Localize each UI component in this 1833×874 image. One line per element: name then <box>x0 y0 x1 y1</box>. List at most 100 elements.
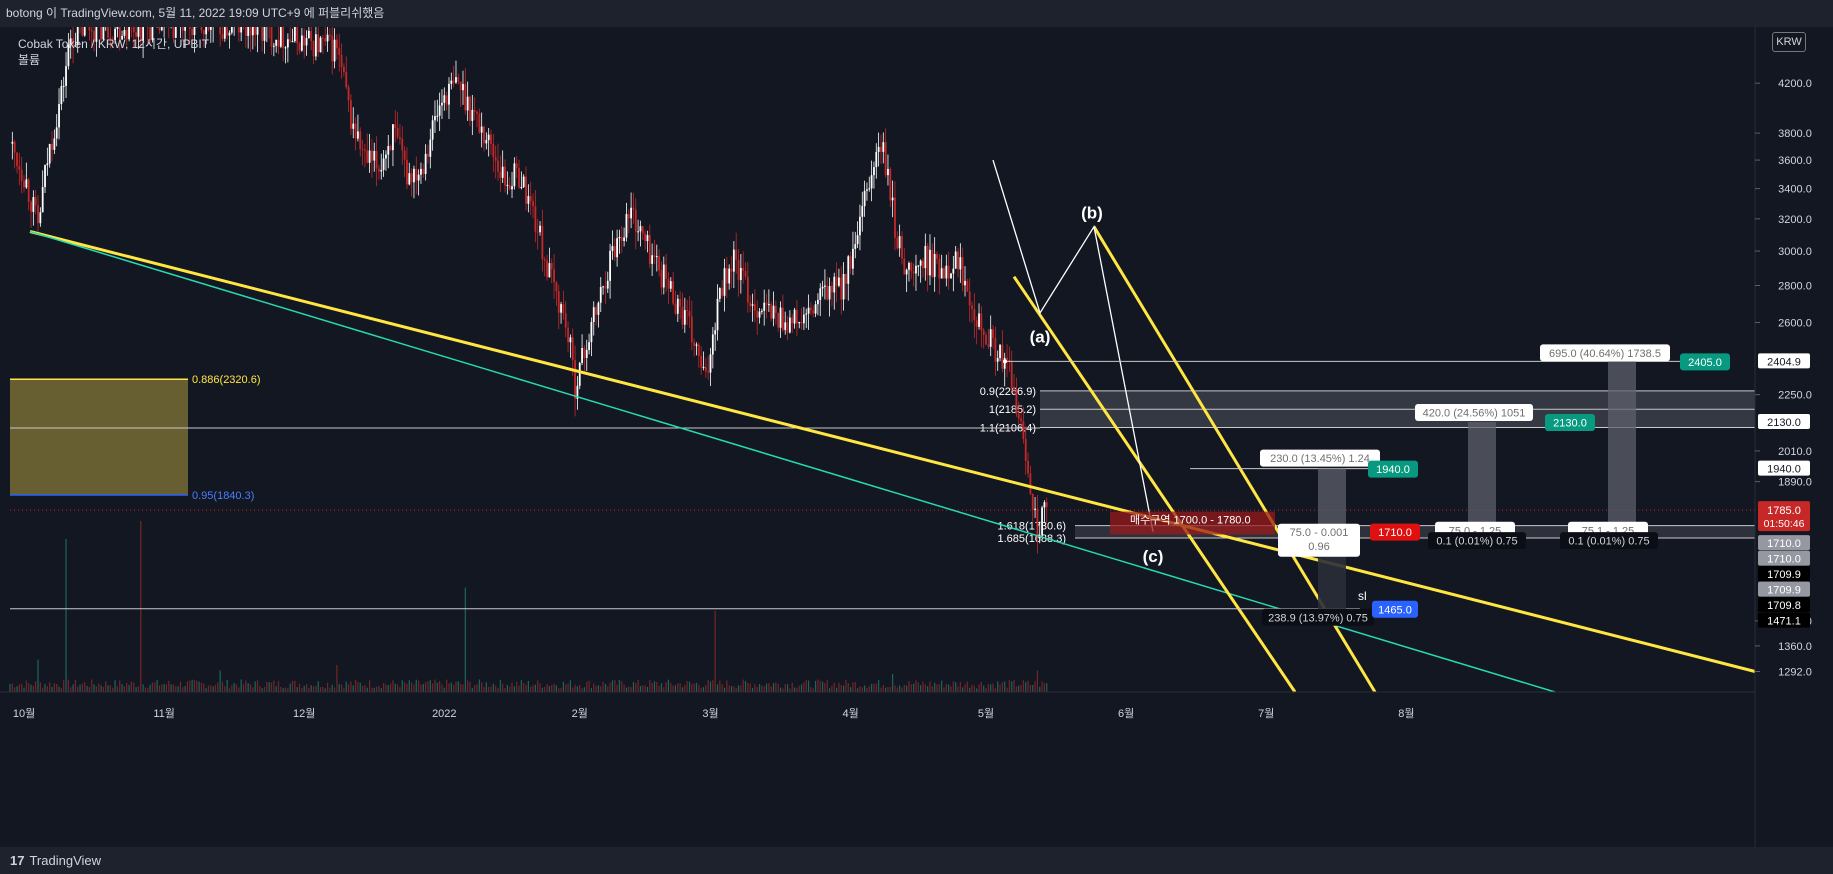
candle-body <box>992 329 994 338</box>
risk-box-3-b-bg[interactable] <box>1560 532 1658 550</box>
stop-box-bg[interactable] <box>1262 608 1374 626</box>
volume-bar <box>336 665 338 692</box>
volume-bar <box>259 686 261 692</box>
volume-bar <box>1008 679 1010 692</box>
candle-body <box>317 34 320 53</box>
risk-box-1-bg[interactable] <box>1278 523 1360 557</box>
volume-bar <box>772 683 775 692</box>
volume-bar <box>873 683 875 692</box>
volume-bar <box>506 684 508 692</box>
candle-body <box>795 309 798 324</box>
candle-body <box>894 197 896 238</box>
volume-bar <box>233 683 235 692</box>
price-chart[interactable]: 0.886(2320.6) 0.95(1840.3) 0.9(2266.9) 1(21… <box>0 12 1833 847</box>
volume-bar <box>247 683 249 692</box>
volume-bar <box>25 680 27 692</box>
volume-bar <box>65 539 67 692</box>
volume-bar <box>502 683 504 692</box>
volume-bar <box>408 680 410 692</box>
position-bar[interactable] <box>1318 468 1346 532</box>
volume-bar <box>427 681 429 692</box>
candle-body <box>749 302 752 306</box>
volume-bar <box>9 683 11 692</box>
stop-box: 238.9 (13.97%) 0.75 <box>1268 612 1368 624</box>
candle-body <box>300 35 303 51</box>
candle-body <box>116 22 119 29</box>
candle-body <box>494 157 497 161</box>
target-box-1-bg[interactable] <box>1260 449 1380 467</box>
position-bar[interactable] <box>1468 421 1496 532</box>
candle-body <box>978 313 980 327</box>
volume-bar <box>205 688 207 692</box>
candle-body <box>856 235 859 245</box>
volume-bar <box>154 682 156 692</box>
tag-1940-bg[interactable] <box>1368 460 1418 478</box>
volume-bar <box>67 679 69 692</box>
candle-body <box>328 34 331 36</box>
buy-zone[interactable] <box>1110 511 1275 535</box>
y-tick-label: 3800.0 <box>1778 128 1812 140</box>
candle-body <box>375 150 378 169</box>
candle-body <box>123 29 126 36</box>
candle-body <box>767 304 770 306</box>
volume-bar <box>628 686 630 692</box>
candle-body <box>658 256 661 271</box>
volume-bar <box>868 686 870 692</box>
volume-bar <box>291 680 294 692</box>
volume-bar <box>170 684 172 692</box>
volume-bar <box>742 679 744 692</box>
candle-body <box>452 80 455 83</box>
candle-body <box>996 358 999 362</box>
volume-bar <box>756 686 758 692</box>
tag-stop-bg[interactable] <box>1372 600 1418 618</box>
candle-body <box>746 276 749 303</box>
candle-body <box>69 38 72 45</box>
candle-body <box>676 298 679 314</box>
currency-badge[interactable]: KRW <box>1772 32 1806 52</box>
chart-area[interactable]: 0.886(2320.6) 0.95(1840.3) 0.9(2266.9) 1(21… <box>0 12 1833 847</box>
candle-body <box>209 26 212 30</box>
volume-bar <box>864 685 866 692</box>
candle-body <box>457 77 460 82</box>
tradingview-logo[interactable]: 17 TradingView <box>0 847 101 874</box>
candle-body <box>396 128 399 137</box>
volume-bar <box>200 682 203 692</box>
volume-bar <box>221 681 224 692</box>
volume-bar <box>983 685 985 692</box>
tag-2130-bg[interactable] <box>1545 413 1595 431</box>
volume-bar <box>943 687 945 692</box>
volume-bar <box>896 687 898 692</box>
candle-body <box>100 13 102 40</box>
candle-body <box>877 146 880 152</box>
candle-body <box>1036 508 1039 539</box>
volume-bar <box>857 688 859 692</box>
target-box-3-bg[interactable] <box>1540 344 1670 362</box>
volume-bar <box>119 680 121 692</box>
candle-body <box>732 249 735 272</box>
tag-entry-bg[interactable] <box>1370 523 1420 541</box>
volume-bar <box>677 683 679 692</box>
tag-2405-bg[interactable] <box>1680 353 1730 371</box>
volume-bar <box>158 685 161 692</box>
candle-body <box>406 159 408 185</box>
target-box-2-bg[interactable] <box>1415 403 1533 421</box>
candle-body <box>770 304 773 319</box>
volume-bar <box>249 684 252 692</box>
candle-body <box>536 231 539 233</box>
candle-body <box>765 302 768 305</box>
volume-bar <box>642 685 644 692</box>
candle-body <box>982 330 985 335</box>
volume-bar <box>583 687 586 692</box>
volume-bar <box>373 687 375 692</box>
volume-bar <box>177 686 179 692</box>
position-bar[interactable] <box>1608 361 1636 532</box>
candle-body <box>737 259 740 281</box>
tag-2405: 2405.0 <box>1688 357 1722 369</box>
volume-bar <box>663 687 665 692</box>
volume-bar <box>105 681 107 692</box>
candle-body <box>810 307 812 311</box>
risk-box-2-b-bg[interactable] <box>1428 532 1526 550</box>
volume-bar <box>387 685 389 692</box>
candle-body <box>599 286 602 303</box>
volume-bar <box>142 684 144 692</box>
